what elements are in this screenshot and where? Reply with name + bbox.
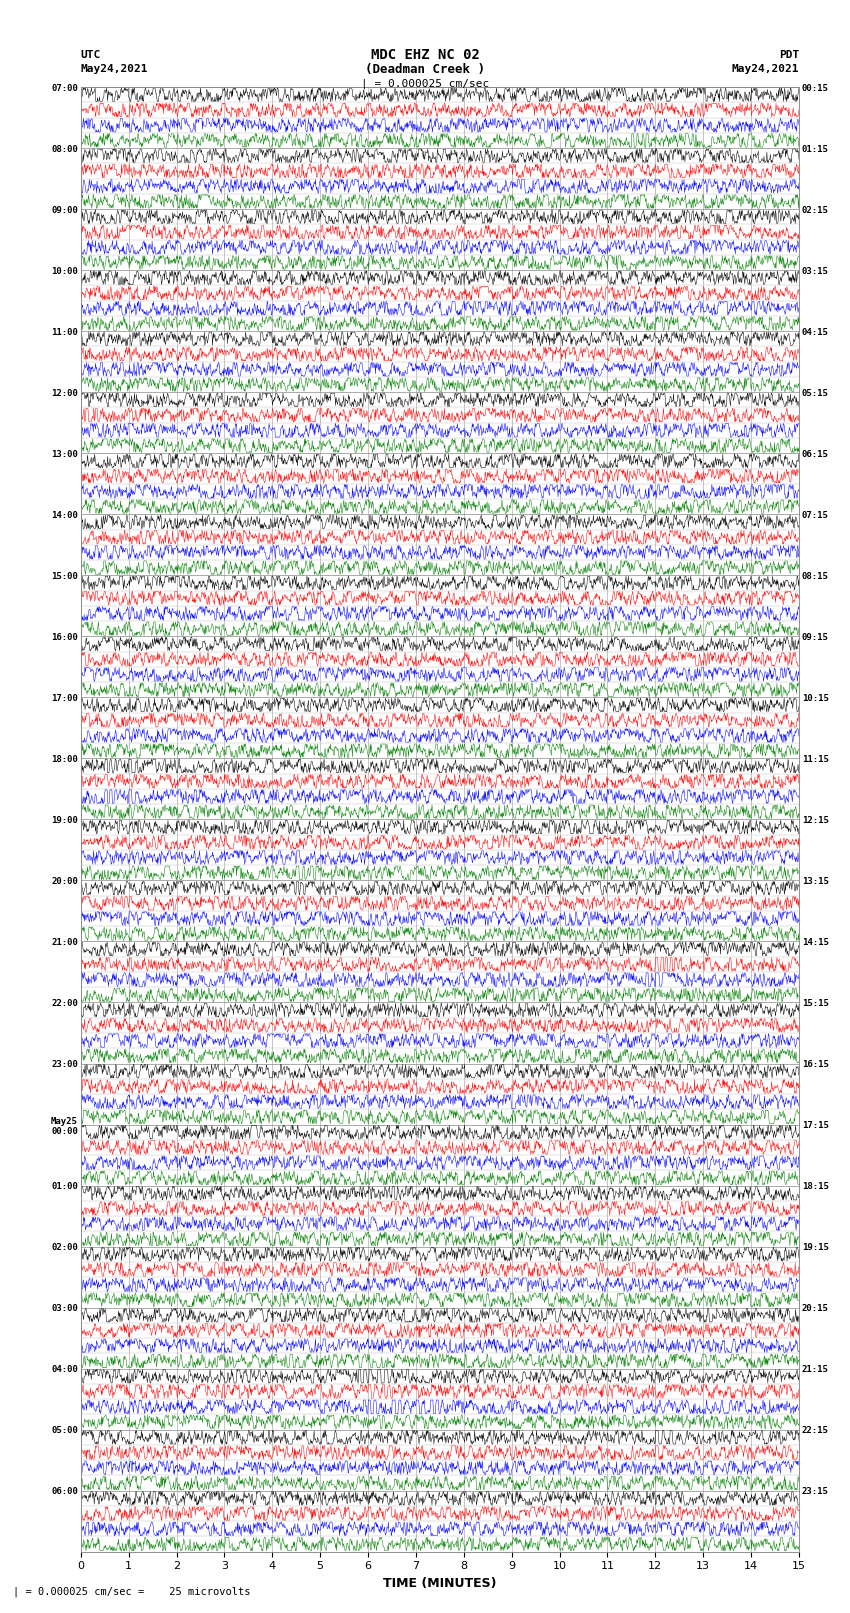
Text: May24,2021: May24,2021 xyxy=(81,65,148,74)
Text: PDT: PDT xyxy=(779,50,799,60)
Text: MDC EHZ NC 02: MDC EHZ NC 02 xyxy=(371,48,479,61)
Text: (Deadman Creek ): (Deadman Creek ) xyxy=(365,63,485,76)
Text: May24,2021: May24,2021 xyxy=(732,65,799,74)
Text: | = 0.000025 cm/sec: | = 0.000025 cm/sec xyxy=(361,79,489,89)
X-axis label: TIME (MINUTES): TIME (MINUTES) xyxy=(383,1578,496,1590)
Text: | = 0.000025 cm/sec =    25 microvolts: | = 0.000025 cm/sec = 25 microvolts xyxy=(13,1587,250,1597)
Text: UTC: UTC xyxy=(81,50,101,60)
